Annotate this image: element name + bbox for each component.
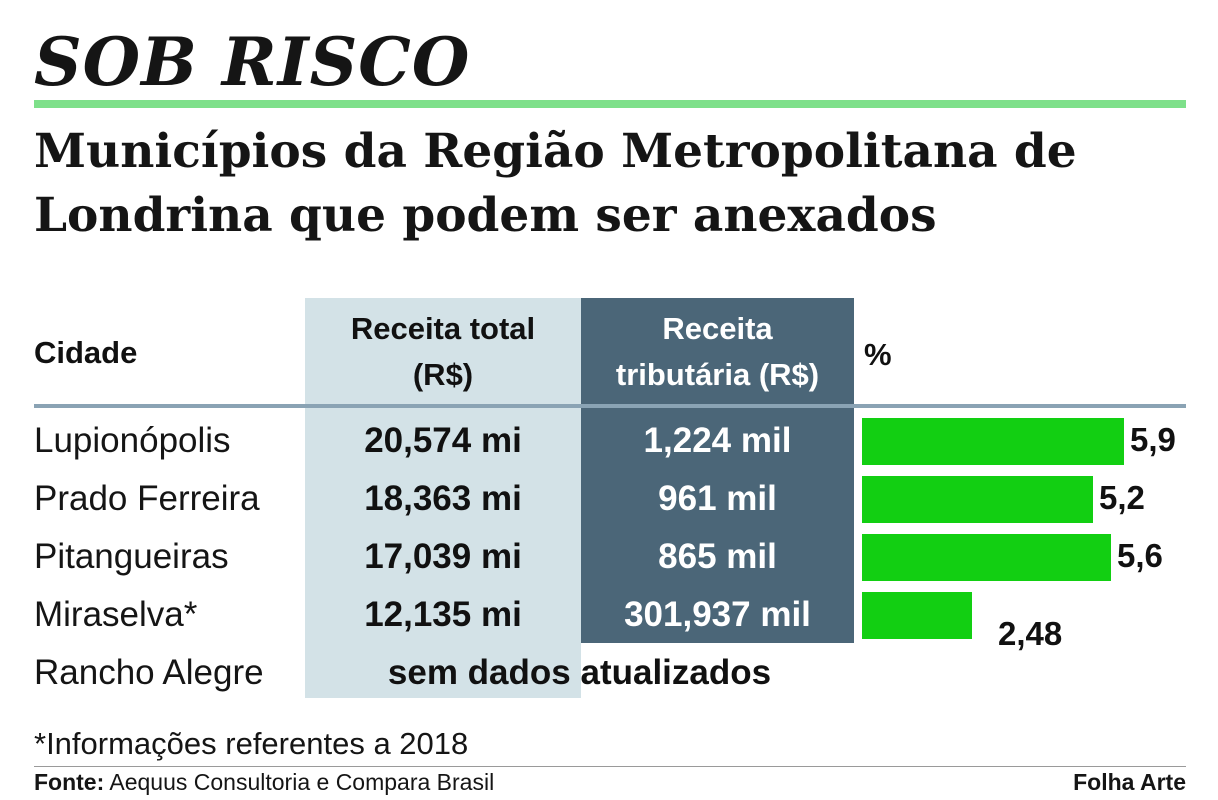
percent-value: 5,9: [1130, 421, 1176, 458]
column-header-receita-total-line2: (R$): [412, 357, 474, 392]
column-header-cidade: Cidade: [34, 335, 138, 370]
column-header-receita-tributaria: Receita tributária (R$): [581, 306, 854, 398]
column-header-receita-tributaria-line1: Receita: [662, 311, 773, 346]
column-header-receita-tributaria-line2: tributária (R$): [615, 357, 820, 392]
receita-tributaria-value: 865 mil: [658, 537, 777, 576]
city-name: Lupionópolis: [34, 421, 231, 460]
receita-total-column-bg: [305, 298, 581, 698]
percent-value: 2,48: [998, 615, 1063, 652]
column-header-receita-total: Receita total (R$): [305, 306, 581, 398]
receita-tributaria-value: 1,224 mil: [643, 421, 792, 460]
credit: Folha Arte: [1073, 769, 1186, 795]
city-name: Prado Ferreira: [34, 479, 260, 518]
percent-bar: [862, 476, 1093, 523]
column-header-percent: %: [864, 337, 892, 372]
headline: Municípios da Região Metropolitana de Lo…: [34, 124, 1077, 243]
receita-tributaria-column-bg: [581, 298, 854, 643]
city-name: Miraselva*: [34, 595, 198, 634]
source-text: Aequus Consultoria e Compara Brasil: [104, 769, 495, 795]
source-label: Fonte:: [34, 769, 105, 795]
percent-value: 5,2: [1099, 479, 1145, 516]
column-header-receita-total-line1: Receita total: [350, 311, 536, 346]
header-rule: [34, 404, 1186, 408]
percent-bar: [862, 534, 1111, 581]
kicker-title: SOB RISCO: [34, 23, 471, 101]
no-data-label: sem dados atualizados: [387, 653, 772, 692]
source-rule: [34, 766, 1186, 767]
receita-tributaria-value: 301,937 mil: [624, 595, 811, 634]
receita-total-value: 17,039 mi: [364, 537, 522, 576]
source-line: Fonte: Aequus Consultoria e Compara Bras…: [34, 768, 494, 796]
percent-value: 5,6: [1117, 537, 1163, 574]
percent-bar: [862, 418, 1124, 465]
accent-rule: [34, 100, 1186, 108]
footnote: *Informações referentes a 2018: [34, 726, 469, 761]
receita-total-value: 20,574 mi: [364, 421, 522, 460]
receita-tributaria-value: 961 mil: [658, 479, 777, 518]
city-name: Rancho Alegre: [34, 653, 264, 692]
receita-total-value: 18,363 mi: [364, 479, 522, 518]
percent-bar: [862, 592, 972, 639]
receita-total-value: 12,135 mi: [364, 595, 522, 634]
city-name: Pitangueiras: [34, 537, 229, 576]
